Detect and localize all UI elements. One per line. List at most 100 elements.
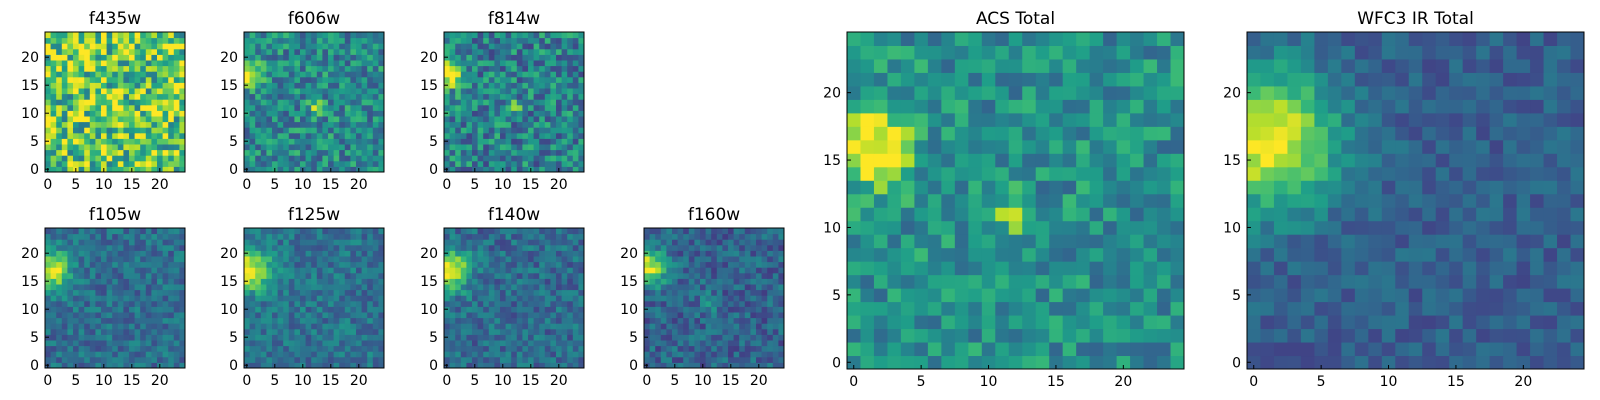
heatmap-cell <box>561 228 568 235</box>
heatmap-cell <box>1049 342 1064 357</box>
heatmap-cell <box>168 340 175 347</box>
heatmap-cell <box>578 300 585 307</box>
x-tick-label: 15 <box>522 373 540 389</box>
heatmap-cell <box>61 132 68 139</box>
heatmap-cell <box>316 110 323 117</box>
heatmap-cell <box>1170 315 1185 330</box>
heatmap-cell <box>683 256 690 263</box>
heatmap-cell <box>655 228 662 235</box>
heatmap-cell <box>162 138 169 145</box>
heatmap-cell <box>117 289 124 296</box>
heatmap-cell <box>356 300 363 307</box>
heatmap-cell <box>249 48 256 55</box>
heatmap-cell <box>378 267 385 274</box>
heatmap-cell <box>472 250 479 257</box>
heatmap-cell <box>328 144 335 151</box>
heatmap-cell <box>772 328 779 335</box>
heatmap-cell <box>328 334 335 341</box>
heatmap-cell <box>561 82 568 89</box>
heatmap-cell <box>272 88 279 95</box>
heatmap-cell <box>511 160 518 167</box>
heatmap-cell <box>272 116 279 123</box>
heatmap-cell <box>117 233 124 240</box>
heatmap-cell <box>378 340 385 347</box>
heatmap-cell <box>539 144 546 151</box>
heatmap-cell <box>300 284 307 291</box>
heatmap-cell <box>666 362 673 369</box>
heatmap-cell <box>444 104 451 111</box>
heatmap-cell <box>95 233 102 240</box>
heatmap-cell <box>561 32 568 39</box>
heatmap-cell <box>1103 234 1118 249</box>
heatmap-cell <box>157 71 164 78</box>
heatmap-cell <box>539 160 546 167</box>
heatmap-cell <box>505 340 512 347</box>
heatmap-cell <box>466 32 473 39</box>
heatmap-cell <box>294 88 301 95</box>
heatmap-cell <box>179 116 186 123</box>
heatmap-cell <box>356 144 363 151</box>
heatmap-cell <box>78 334 85 341</box>
heatmap-cell <box>511 110 518 117</box>
heatmap-cell <box>756 289 763 296</box>
heatmap-cell <box>367 82 374 89</box>
heatmap-cell <box>761 345 768 352</box>
heatmap-cell <box>1035 180 1050 195</box>
heatmap-cell <box>134 334 141 341</box>
heatmap-cell <box>472 323 479 330</box>
heatmap-cell <box>89 323 96 330</box>
heatmap-cell <box>300 256 307 263</box>
heatmap-cell <box>449 244 456 251</box>
heatmap-cell <box>466 228 473 235</box>
heatmap-cell <box>168 328 175 335</box>
heatmap-cell <box>255 43 262 50</box>
heatmap-cell <box>873 234 888 249</box>
heatmap-cell <box>361 76 368 83</box>
heatmap-cell <box>112 71 119 78</box>
heatmap-cell <box>322 323 329 330</box>
heatmap-cell <box>129 312 136 319</box>
heatmap-cell <box>260 356 267 363</box>
heatmap-cell <box>488 37 495 44</box>
heatmap-cell <box>145 43 152 50</box>
heatmap-cell <box>173 323 180 330</box>
heatmap-cell <box>361 323 368 330</box>
heatmap-cell <box>954 261 969 276</box>
heatmap-cell <box>500 328 507 335</box>
heatmap-cell <box>477 88 484 95</box>
heatmap-cell <box>477 250 484 257</box>
heatmap-cell <box>50 110 57 117</box>
heatmap-cell <box>112 138 119 145</box>
heatmap-cell <box>556 71 563 78</box>
heatmap-cell <box>367 104 374 111</box>
heatmap-cell <box>89 317 96 324</box>
heatmap-cell <box>244 99 251 106</box>
heatmap-cell <box>333 116 340 123</box>
heatmap-cell <box>305 48 312 55</box>
heatmap-cell <box>511 138 518 145</box>
heatmap-cell <box>249 233 256 240</box>
heatmap-cell <box>505 250 512 257</box>
heatmap-cell <box>89 93 96 100</box>
heatmap-cell <box>460 54 467 61</box>
heatmap-cell <box>761 272 768 279</box>
heatmap-cell <box>288 93 295 100</box>
heatmap-cell <box>266 76 273 83</box>
heatmap-cell <box>644 261 651 268</box>
heatmap-cell <box>483 340 490 347</box>
heatmap-cell <box>778 256 785 263</box>
heatmap-cell <box>157 267 164 274</box>
heatmap-cell <box>73 149 80 156</box>
heatmap-cell <box>556 99 563 106</box>
heatmap-cell <box>145 272 152 279</box>
heatmap-cell <box>67 233 74 240</box>
heatmap-cell <box>168 155 175 162</box>
heatmap-cell <box>350 127 357 134</box>
heatmap-cell <box>316 362 323 369</box>
heatmap-cell <box>444 60 451 67</box>
heatmap-cell <box>333 356 340 363</box>
heatmap-cell <box>516 267 523 274</box>
heatmap-cell <box>1157 220 1172 235</box>
heatmap-cell <box>101 71 108 78</box>
heatmap-cell <box>860 153 875 168</box>
